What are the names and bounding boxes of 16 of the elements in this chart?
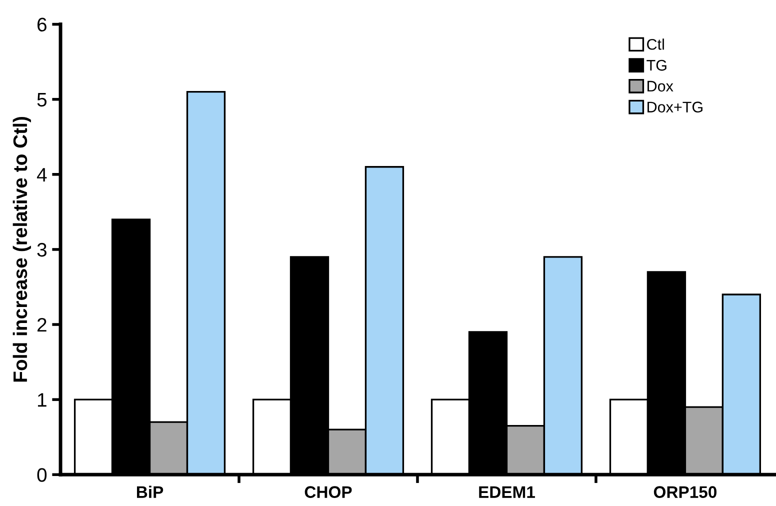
x-tick-label: BiP	[136, 486, 164, 498]
x-tick-label: CHOP	[304, 486, 352, 498]
y-tick-label: 0	[37, 468, 47, 482]
x-tick-label: ORP150	[654, 486, 716, 498]
y-tick-label: 1	[38, 393, 46, 407]
y-tick-label: 4	[36, 168, 47, 182]
y-tick-label: 6	[38, 18, 46, 32]
legend-label: Dox+TG	[648, 102, 702, 112]
legend-label: Ctl	[647, 38, 664, 50]
x-tick-label: EDEM1	[479, 486, 535, 498]
y-tick-label: 5	[37, 93, 47, 107]
y-tick-label: 2	[38, 318, 46, 332]
legend-label: Dox	[648, 80, 674, 92]
y-axis-title: Fold increase (relative to Ctl)	[12, 116, 31, 382]
legend-label: TG	[646, 60, 666, 71]
y-tick-label: 3	[37, 242, 46, 257]
